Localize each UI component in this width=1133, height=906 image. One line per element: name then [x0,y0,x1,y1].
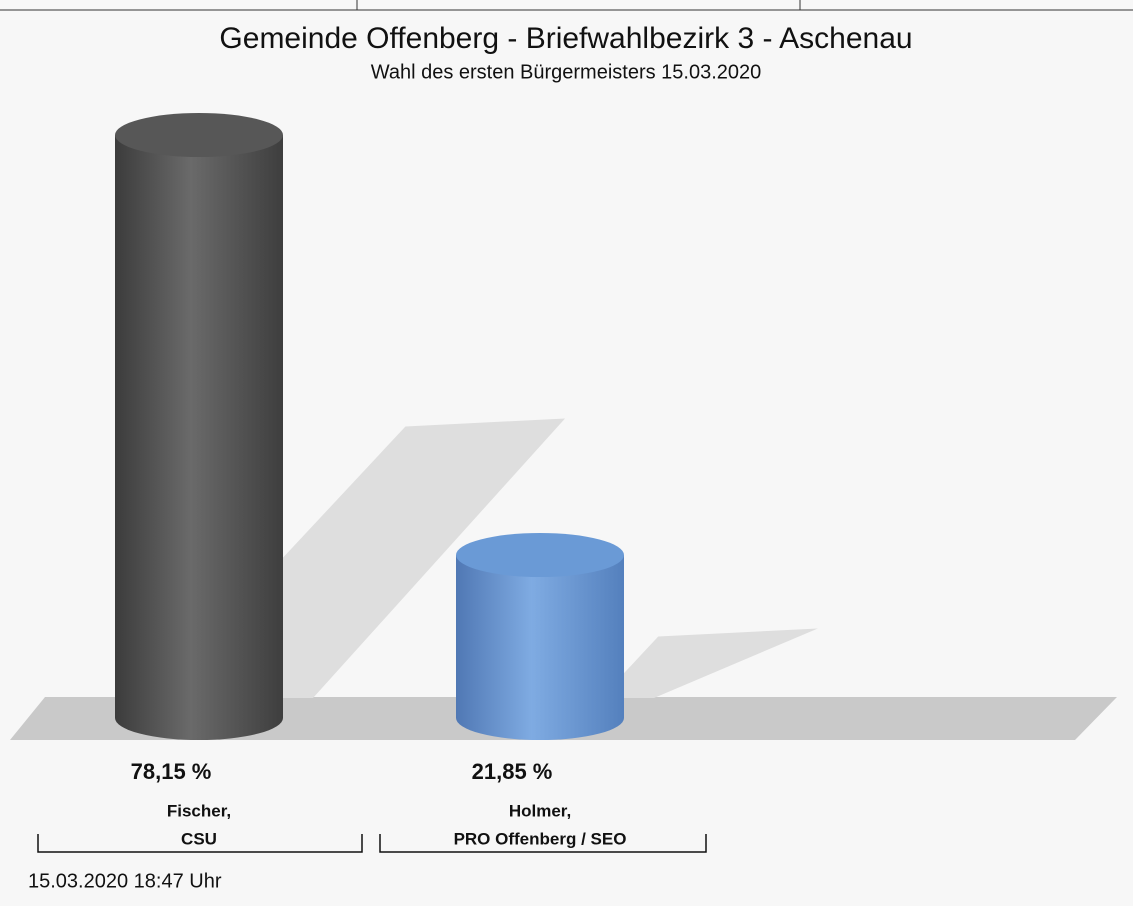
x-tick-label: CSU [181,829,217,848]
x-tick-label: Fischer, [167,801,231,820]
x-tick-label: PRO Offenberg / SEO [454,829,627,848]
bar [456,554,624,740]
value-label: 78,15 % [131,759,212,784]
chart-subtitle: Wahl des ersten Bürgermeisters 15.03.202… [371,61,762,83]
bar-top [115,113,283,158]
bar-shadow [624,628,818,698]
chart-title: Gemeinde Offenberg - Briefwahlbezirk 3 -… [219,22,912,55]
category-bracket [37,834,363,853]
value-label: 21,85 % [472,759,553,784]
x-tick-label: Holmer, [509,801,571,820]
bar-shadow [283,418,566,698]
bar-top [456,532,624,577]
category-bracket [379,834,707,853]
footnote: 15.03.2020 18:47 Uhr [28,870,222,892]
bar [115,135,283,741]
